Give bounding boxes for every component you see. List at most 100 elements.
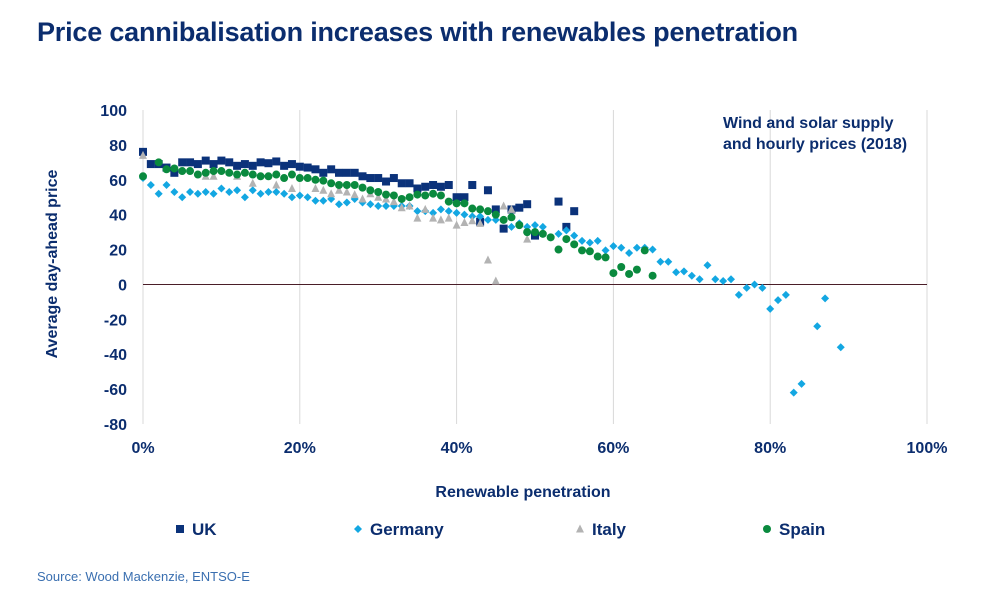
spain-point	[648, 271, 657, 280]
spain-point	[193, 170, 202, 179]
italy-point	[311, 184, 320, 192]
spain-point	[491, 210, 500, 219]
y-tick-label: -20	[104, 312, 127, 329]
germany-point	[280, 189, 289, 198]
italy-point	[444, 213, 453, 222]
italy-point	[319, 185, 328, 194]
germany-point	[774, 296, 783, 305]
germany-point	[170, 187, 179, 196]
y-tick-label: 40	[109, 208, 127, 225]
germany-point	[727, 275, 735, 284]
germany-point	[154, 189, 163, 198]
spain-point	[319, 176, 328, 185]
y-tick-label: 20	[109, 243, 127, 260]
italy-point	[483, 255, 492, 264]
spain-point	[429, 189, 438, 198]
spain-point	[601, 253, 610, 262]
spain-point	[217, 167, 226, 176]
spain-point	[186, 167, 195, 176]
uk-point	[311, 165, 320, 174]
x-tick-label: 80%	[754, 440, 786, 457]
chart-title: Price cannibalisation increases with ren…	[37, 17, 798, 47]
germany-point	[233, 186, 242, 195]
spain-point	[389, 191, 398, 200]
germany-point	[656, 257, 665, 266]
uk-point	[233, 161, 242, 170]
gridlines	[142, 110, 928, 424]
uk-point	[436, 182, 445, 191]
spain-point	[460, 199, 469, 208]
y-tick-label: -60	[104, 382, 127, 399]
germany-point	[483, 215, 492, 224]
germany-point	[797, 379, 806, 388]
italy-point	[507, 204, 516, 213]
x-tick-label: 20%	[284, 440, 316, 457]
germany-point	[585, 238, 594, 247]
annotation-line-2: and hourly prices (2018)	[723, 136, 907, 153]
spain-point	[632, 265, 641, 274]
spain-point	[625, 269, 634, 278]
spain-point	[170, 164, 179, 173]
germany-point	[460, 210, 469, 219]
spain-point	[225, 168, 234, 177]
spain-point	[476, 205, 485, 214]
germany-point	[193, 189, 202, 198]
germany-point	[562, 226, 571, 235]
spain-point	[342, 181, 351, 190]
y-axis-label: Average day-ahead price	[44, 169, 61, 358]
legend-marker-uk	[176, 525, 184, 533]
uk-point	[523, 200, 532, 209]
italy-point	[429, 213, 438, 222]
spain-point	[295, 174, 304, 183]
uk-point	[429, 181, 438, 190]
spain-point	[617, 263, 626, 271]
legend-label: UK	[192, 520, 217, 539]
spain-point	[209, 167, 218, 176]
legend-label: Spain	[779, 520, 825, 539]
germany-point	[703, 261, 712, 270]
germany-point	[813, 322, 822, 331]
italy-point	[491, 276, 500, 285]
uk-point	[389, 174, 398, 183]
italy-point	[436, 215, 445, 224]
germany-point	[240, 193, 249, 202]
germany-point	[311, 196, 320, 205]
italy-point	[327, 189, 336, 198]
germany-point	[734, 290, 743, 299]
spain-point	[538, 229, 547, 238]
spain-point	[405, 193, 414, 202]
germany-point	[632, 243, 641, 252]
spain-point	[256, 172, 265, 181]
italy-point	[248, 178, 257, 187]
legend-marker-spain	[763, 525, 771, 533]
uk-point	[327, 165, 336, 174]
y-tick-label: -80	[104, 417, 127, 434]
uk-point	[452, 193, 461, 202]
germany-point	[444, 207, 453, 216]
spain-point	[154, 158, 163, 167]
germany-point	[264, 187, 273, 196]
germany-point	[578, 236, 587, 245]
uk-point	[413, 184, 422, 193]
uk-point	[468, 181, 477, 190]
italy-point	[374, 192, 383, 201]
germany-point	[648, 245, 657, 254]
uk-point	[335, 168, 343, 177]
germany-point	[256, 189, 265, 198]
spain-point	[585, 247, 594, 256]
x-tick-label: 100%	[907, 440, 948, 457]
germany-point	[295, 191, 304, 200]
spain-point	[358, 183, 367, 192]
spain-point	[139, 172, 147, 181]
germany-point	[452, 208, 461, 217]
spain-point	[452, 199, 461, 208]
germany-point	[821, 294, 830, 303]
germany-point	[162, 181, 171, 190]
germany-point	[672, 268, 681, 277]
uk-point	[178, 158, 187, 167]
uk-point	[405, 179, 414, 188]
uk-point	[483, 186, 492, 195]
germany-point	[601, 246, 610, 255]
